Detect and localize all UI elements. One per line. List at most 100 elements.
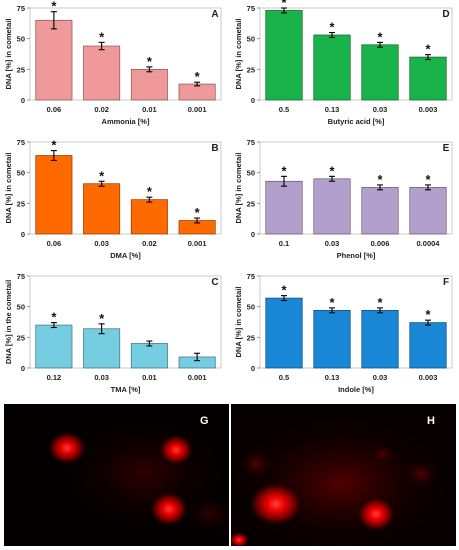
x-tick-label: 0.5 <box>279 105 289 114</box>
x-tick-label: 0.003 <box>419 105 438 114</box>
x-tick-label: 0.03 <box>94 373 109 382</box>
x-tick-label: 0.001 <box>188 373 207 382</box>
significance-star: * <box>377 295 383 310</box>
bar <box>265 10 303 101</box>
significance-star: * <box>51 0 57 14</box>
comet-cell <box>356 496 396 532</box>
y-tick-label: 25 <box>17 333 25 342</box>
plot-area <box>259 7 453 101</box>
significance-star: * <box>281 0 287 10</box>
significance-star: * <box>51 310 57 325</box>
x-tick-label: 0.12 <box>47 373 62 382</box>
panel-letter: F <box>443 277 449 288</box>
bar <box>361 309 399 369</box>
significance-star: * <box>147 184 153 199</box>
x-tick-label: 0.003 <box>419 373 438 382</box>
significance-star: * <box>377 172 383 187</box>
x-tick-label: 0.13 <box>325 105 340 114</box>
bar <box>35 19 73 101</box>
y-tick-label: 50 <box>247 35 255 44</box>
y-axis-label: DNA [%] in cometail <box>4 19 13 90</box>
y-axis-label: DNA [%] in cometail <box>234 287 243 358</box>
y-tick-label: 25 <box>247 199 255 208</box>
micrograph-h-image <box>231 404 456 546</box>
significance-star: * <box>195 69 201 84</box>
y-tick-label: 0 <box>21 364 25 373</box>
y-tick-label: 75 <box>247 138 255 147</box>
significance-star: * <box>51 138 57 153</box>
y-axis-label: DNA [%] in cometail <box>4 153 13 224</box>
x-tick-label: 0.5 <box>279 373 289 382</box>
plot-area <box>259 141 453 235</box>
panel-letter: C <box>211 277 218 288</box>
bar <box>130 343 168 369</box>
x-tick-label: 0.03 <box>94 239 109 248</box>
significance-star: * <box>99 168 105 183</box>
bar <box>35 324 73 369</box>
x-axis-label: Butyric acid [%] <box>328 117 385 126</box>
significance-star: * <box>147 54 153 69</box>
x-tick-label: 0.001 <box>188 239 207 248</box>
micrograph-h: H <box>231 404 456 546</box>
comet-cell <box>248 481 304 527</box>
x-axis-label: Indole [%] <box>338 385 374 394</box>
bar <box>361 44 399 101</box>
x-tick-label: 0.01 <box>142 105 157 114</box>
bar <box>130 68 168 101</box>
x-axis-label: TMA [%] <box>111 385 141 394</box>
y-tick-label: 75 <box>17 272 25 281</box>
bar <box>130 199 168 235</box>
x-axis-label: DMA [%] <box>110 251 141 260</box>
y-tick-label: 75 <box>247 272 255 281</box>
y-tick-label: 25 <box>247 65 255 74</box>
y-tick-label: 75 <box>247 4 255 13</box>
significance-star: * <box>329 20 335 35</box>
significance-star: * <box>195 205 201 220</box>
bar <box>265 297 303 369</box>
bar <box>35 155 73 235</box>
x-tick-label: 0.0004 <box>417 239 441 248</box>
x-tick-label: 0.006 <box>371 239 390 248</box>
comet-cell <box>149 491 189 527</box>
chart-panel-indole: 0 25 50 75 DNA [%] in cometail F * 0.5 * 0.13 * 0.0… <box>234 272 453 394</box>
bar <box>313 34 351 101</box>
panel-letter: A <box>211 9 218 20</box>
x-tick-label: 0.02 <box>142 239 157 248</box>
plot-area <box>29 141 222 235</box>
panel-letter: E <box>443 143 450 154</box>
panel-letter: B <box>211 143 218 154</box>
y-tick-label: 50 <box>17 35 25 44</box>
y-tick-label: 0 <box>21 230 25 239</box>
y-tick-label: 25 <box>17 65 25 74</box>
bar <box>409 187 447 235</box>
x-tick-label: 0.1 <box>279 239 289 248</box>
bar <box>83 183 121 235</box>
chart-panel-tma: 0 25 50 75 DNA [%] in the cometail C * 0.12 * 0.0… <box>4 272 222 394</box>
y-axis-label: DNA [%] in cometail <box>234 153 243 224</box>
y-tick-label: 0 <box>251 230 255 239</box>
panel-letter: D <box>442 9 449 20</box>
x-axis-label: Phenol [%] <box>337 251 376 260</box>
bar <box>83 45 121 101</box>
comet-cell <box>47 431 87 465</box>
comet-cell <box>158 434 194 466</box>
bar <box>409 56 447 101</box>
micrograph-g-image <box>4 404 229 546</box>
y-tick-label: 75 <box>17 4 25 13</box>
bar <box>313 309 351 369</box>
micrograph-letter: H <box>427 415 435 427</box>
x-tick-label: 0.02 <box>94 105 109 114</box>
x-axis-label: Ammonia [%] <box>102 117 150 126</box>
bar <box>265 180 303 235</box>
bar <box>178 83 216 101</box>
significance-star: * <box>99 29 105 44</box>
y-tick-label: 25 <box>17 199 25 208</box>
x-tick-label: 0.03 <box>373 105 388 114</box>
plot-area <box>259 275 453 369</box>
y-tick-label: 0 <box>251 96 255 105</box>
x-tick-label: 0.03 <box>373 373 388 382</box>
y-tick-label: 25 <box>247 333 255 342</box>
significance-star: * <box>281 283 287 298</box>
plot-area <box>29 275 222 369</box>
